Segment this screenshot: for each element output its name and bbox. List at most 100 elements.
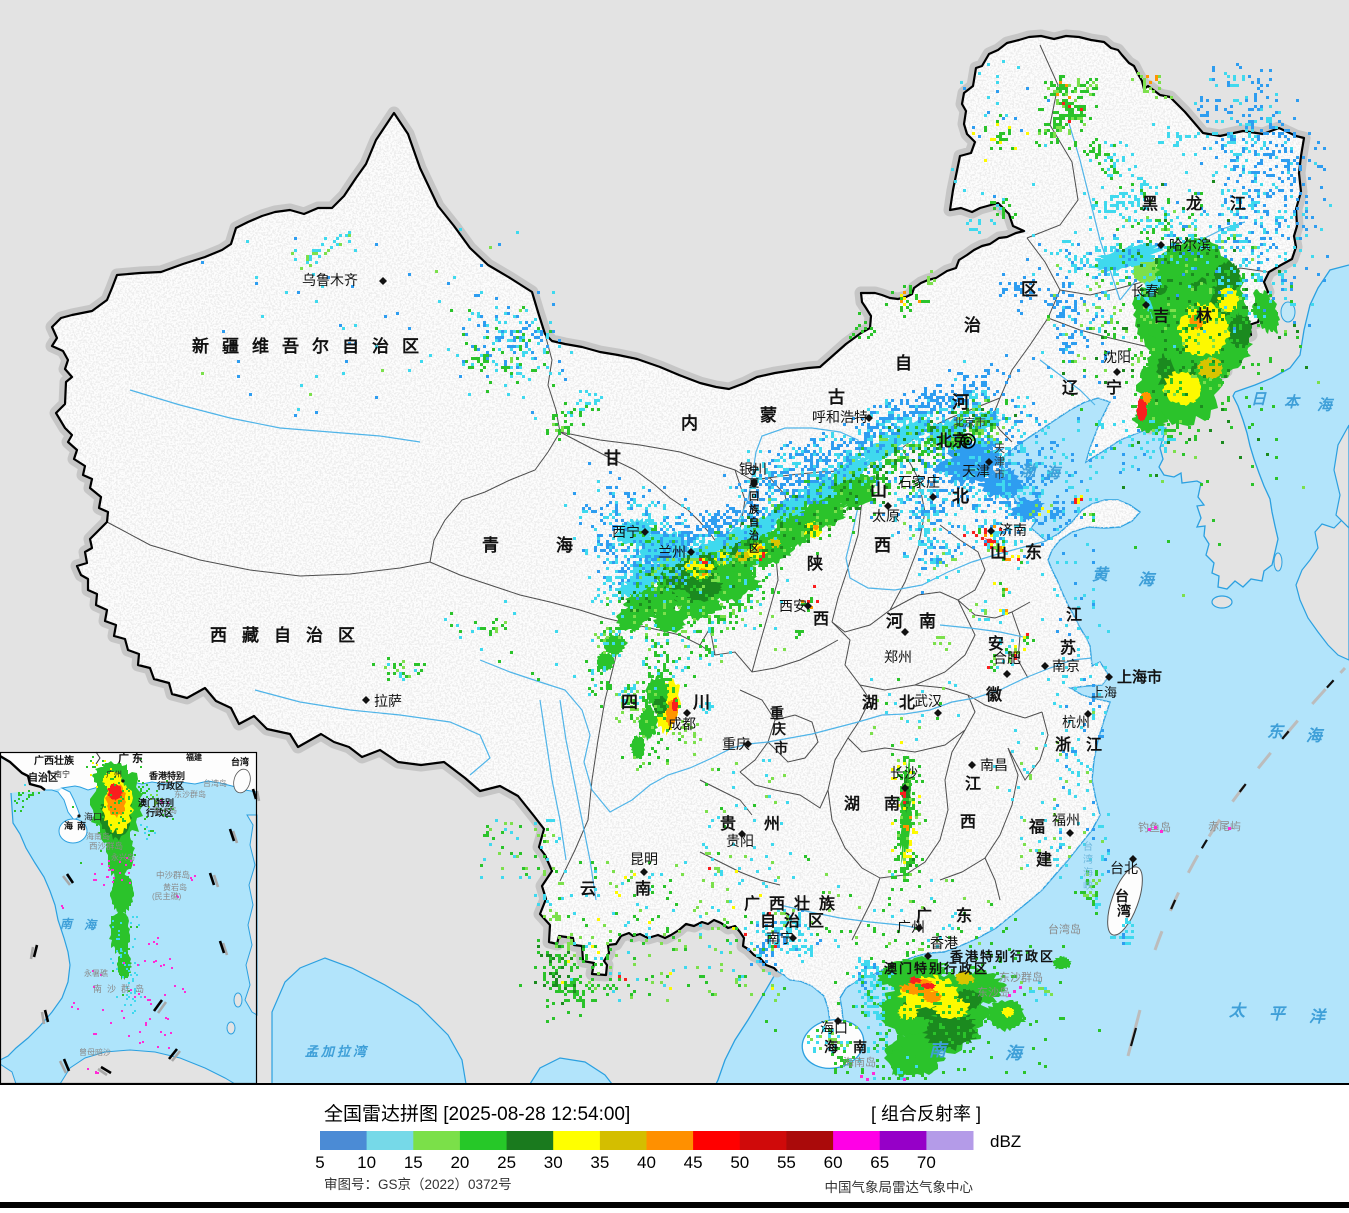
svg-text:湾: 湾 [1083, 853, 1093, 866]
svg-text:海口: 海口 [820, 1020, 848, 1036]
svg-text:贵阳: 贵阳 [726, 833, 754, 849]
svg-text:自: 自 [749, 516, 759, 529]
svg-text:江: 江 [965, 775, 981, 793]
svg-text:海南岛: 海南岛 [843, 1055, 876, 1069]
svg-text:海: 海 [1138, 571, 1157, 589]
svg-text:dBZ: dBZ [990, 1132, 1021, 1151]
svg-text:南: 南 [60, 917, 74, 931]
svg-text:湖北: 湖北 [862, 694, 936, 712]
svg-text:治: 治 [749, 529, 759, 542]
svg-text:福州: 福州 [1052, 812, 1080, 828]
svg-text:天: 天 [994, 443, 1005, 455]
svg-text:河: 河 [952, 393, 969, 412]
svg-text:香港特别行政区: 香港特别行政区 [949, 949, 1055, 964]
svg-text:辽宁: 辽宁 [1062, 378, 1150, 397]
svg-text:西: 西 [874, 536, 891, 555]
svg-text:河南: 河南 [886, 611, 952, 631]
svg-text:自: 自 [895, 353, 912, 373]
svg-text:东沙群岛: 东沙群岛 [174, 789, 206, 799]
svg-text:东沙群岛: 东沙群岛 [999, 970, 1043, 984]
svg-text:洋: 洋 [1309, 1008, 1327, 1026]
svg-text:东: 东 [1267, 723, 1285, 741]
svg-text:55: 55 [777, 1153, 796, 1172]
svg-text:长沙: 长沙 [890, 765, 918, 781]
svg-text:津: 津 [994, 455, 1005, 468]
svg-text:治: 治 [964, 315, 981, 335]
svg-text:福: 福 [1028, 817, 1045, 836]
svg-text:甘: 甘 [604, 448, 621, 468]
svg-text:行政区: 行政区 [145, 807, 173, 818]
svg-text:日: 日 [1251, 391, 1267, 408]
svg-text:海: 海 [1083, 866, 1093, 879]
svg-text:东沙岛: 东沙岛 [153, 805, 177, 815]
svg-text:审图号：GS京（2022）0372号: 审图号：GS京（2022）0372号 [324, 1177, 512, 1192]
svg-text:永暑礁: 永暑礁 [84, 968, 108, 978]
svg-text:行政区: 行政区 [156, 780, 184, 791]
svg-text:30: 30 [544, 1153, 563, 1172]
svg-text:湾: 湾 [1117, 903, 1131, 919]
svg-text:黑龙江: 黑龙江 [1142, 194, 1274, 213]
svg-text:银川: 银川 [739, 461, 767, 477]
svg-text:峡: 峡 [1083, 879, 1093, 892]
svg-text:湖南: 湖南 [844, 794, 924, 813]
svg-text:台北: 台北 [1110, 860, 1138, 876]
svg-text:杭州: 杭州 [1062, 714, 1090, 730]
svg-text:北京: 北京 [936, 431, 968, 450]
svg-text:兰州: 兰州 [658, 544, 686, 560]
svg-text:广 东: 广 东 [118, 751, 143, 765]
svg-text:曾母暗沙: 曾母暗沙 [79, 1047, 111, 1057]
svg-text:北: 北 [952, 487, 969, 506]
svg-text:天津: 天津 [962, 463, 990, 479]
svg-text:10: 10 [357, 1153, 376, 1172]
svg-text:长春: 长春 [1131, 283, 1159, 299]
svg-text:15: 15 [404, 1153, 423, 1172]
svg-text:古: 古 [828, 387, 845, 407]
svg-text:南沙群岛: 南沙群岛 [93, 983, 149, 994]
svg-text:青海: 青海 [482, 535, 630, 555]
svg-text:渤: 渤 [1020, 463, 1037, 480]
svg-text:重庆: 重庆 [722, 736, 750, 752]
svg-text:南: 南 [929, 1041, 949, 1060]
svg-text:合肥: 合肥 [993, 650, 1021, 666]
svg-text:西: 西 [960, 813, 976, 831]
svg-text:自治区: 自治区 [760, 911, 832, 930]
svg-text:上海市: 上海市 [1117, 668, 1162, 686]
svg-text:(民主礁): (民主礁) [152, 891, 182, 901]
svg-text:中沙群岛: 中沙群岛 [156, 870, 190, 880]
svg-text:海南: 海南 [824, 1039, 882, 1055]
svg-text:广州: 广州 [106, 769, 122, 779]
svg-text:福建: 福建 [185, 752, 203, 762]
svg-text:新疆维吾尔自治区: 新疆维吾尔自治区 [192, 336, 432, 356]
svg-text:赤尾屿: 赤尾屿 [1208, 820, 1241, 833]
svg-text:呼和浩特: 呼和浩特 [812, 409, 868, 425]
svg-text:5: 5 [315, 1153, 324, 1172]
svg-text:浙江: 浙江 [1055, 735, 1117, 754]
svg-text:40: 40 [637, 1153, 656, 1172]
svg-text:族: 族 [749, 503, 760, 516]
svg-text:南宁: 南宁 [766, 930, 794, 946]
svg-text:东沙岛: 东沙岛 [977, 985, 1010, 999]
svg-text:沈阳: 沈阳 [1103, 349, 1131, 365]
svg-text:贵州: 贵州 [720, 814, 808, 833]
svg-text:45: 45 [684, 1153, 703, 1172]
svg-text:台湾岛: 台湾岛 [203, 778, 227, 788]
svg-text:黄岩岛: 黄岩岛 [163, 882, 187, 892]
svg-text:庆: 庆 [772, 721, 786, 737]
svg-text:石家庄: 石家庄 [898, 474, 940, 490]
svg-text:海: 海 [1317, 397, 1335, 414]
svg-text:哈尔滨: 哈尔滨 [1169, 237, 1211, 253]
svg-text:永兴岛: 永兴岛 [111, 852, 135, 862]
svg-text:太原: 太原 [872, 508, 900, 524]
svg-text:黄: 黄 [1092, 566, 1110, 584]
svg-text:拉萨: 拉萨 [374, 693, 402, 709]
svg-text:65: 65 [870, 1153, 889, 1172]
svg-text:全国雷达拼图 [2025-08-28 12:54:00]: 全国雷达拼图 [2025-08-28 12:54:00] [324, 1103, 630, 1125]
svg-text:海: 海 [84, 918, 98, 932]
svg-text:西安: 西安 [779, 598, 807, 614]
svg-text:[ 组合反射率 ]: [ 组合反射率 ] [871, 1104, 981, 1124]
svg-text:建: 建 [1036, 851, 1052, 869]
svg-text:澳门特别行政区: 澳门特别行政区 [884, 961, 989, 976]
svg-text:香港: 香港 [930, 935, 958, 951]
svg-text:自治区: 自治区 [28, 771, 58, 784]
svg-text:广西壮族: 广西壮族 [34, 754, 75, 767]
